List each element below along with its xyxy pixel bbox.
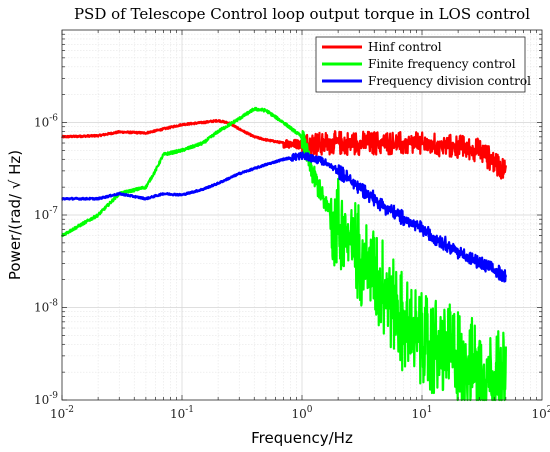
x-tick-label-base: 10: [291, 407, 306, 421]
y-tick-label-base: 10: [34, 116, 49, 130]
y-tick-label: 10-7: [34, 206, 58, 222]
y-tick-label-exponent: -7: [49, 206, 58, 216]
x-tick-label-exponent: 0: [307, 405, 313, 415]
x-tick-label-base: 10: [50, 407, 65, 421]
x-axis-label: Frequency/Hz: [251, 429, 353, 447]
legend-label-1: Finite frequency control: [368, 57, 516, 71]
x-tick-label-exponent: 2: [547, 405, 550, 415]
y-tick-label-exponent: -6: [49, 114, 58, 124]
legend-label-0: Hinf control: [368, 40, 442, 54]
series-layer: [60, 106, 507, 402]
y-tick-label-base: 10: [34, 208, 49, 222]
legend: Hinf control Finite frequency control Freq…: [315, 36, 531, 93]
x-tick-label: 10-2: [50, 405, 74, 421]
series-line-0: [61, 118, 507, 180]
axis-ticks: [61, 30, 542, 401]
series-line-2: [61, 151, 507, 283]
x-tick-label-exponent: -2: [65, 405, 74, 415]
x-tick-label-base: 10: [411, 407, 426, 421]
y-tick-label: 10-9: [34, 391, 58, 407]
y-axis-label: Power/(rad/ √ Hz): [6, 150, 24, 280]
x-tick-label-base: 10: [531, 407, 546, 421]
y-tick-label-exponent: -8: [49, 299, 58, 309]
legend-label-2: Frequency division control: [368, 74, 531, 88]
y-tick-label-base: 10: [34, 301, 49, 315]
x-tick-label-exponent: 1: [427, 405, 433, 415]
x-tick-label: 100: [291, 405, 312, 421]
x-tick-labels: 10-2 10-1 100 101 102: [50, 405, 550, 421]
y-tick-label: 10-8: [34, 299, 58, 315]
y-tick-label: 10-6: [34, 114, 58, 130]
y-tick-label-exponent: -9: [49, 391, 58, 401]
chart-title: PSD of Telescope Control loop output tor…: [74, 5, 530, 23]
series-line-1: [60, 106, 507, 402]
x-tick-label-base: 10: [170, 407, 185, 421]
y-tick-labels: 10-910-810-710-6: [34, 114, 58, 408]
x-tick-label: 101: [411, 405, 432, 421]
y-tick-label-base: 10: [34, 393, 49, 407]
x-tick-label: 102: [531, 405, 550, 421]
x-tick-label: 10-1: [170, 405, 194, 421]
x-tick-label-exponent: -1: [185, 405, 194, 415]
